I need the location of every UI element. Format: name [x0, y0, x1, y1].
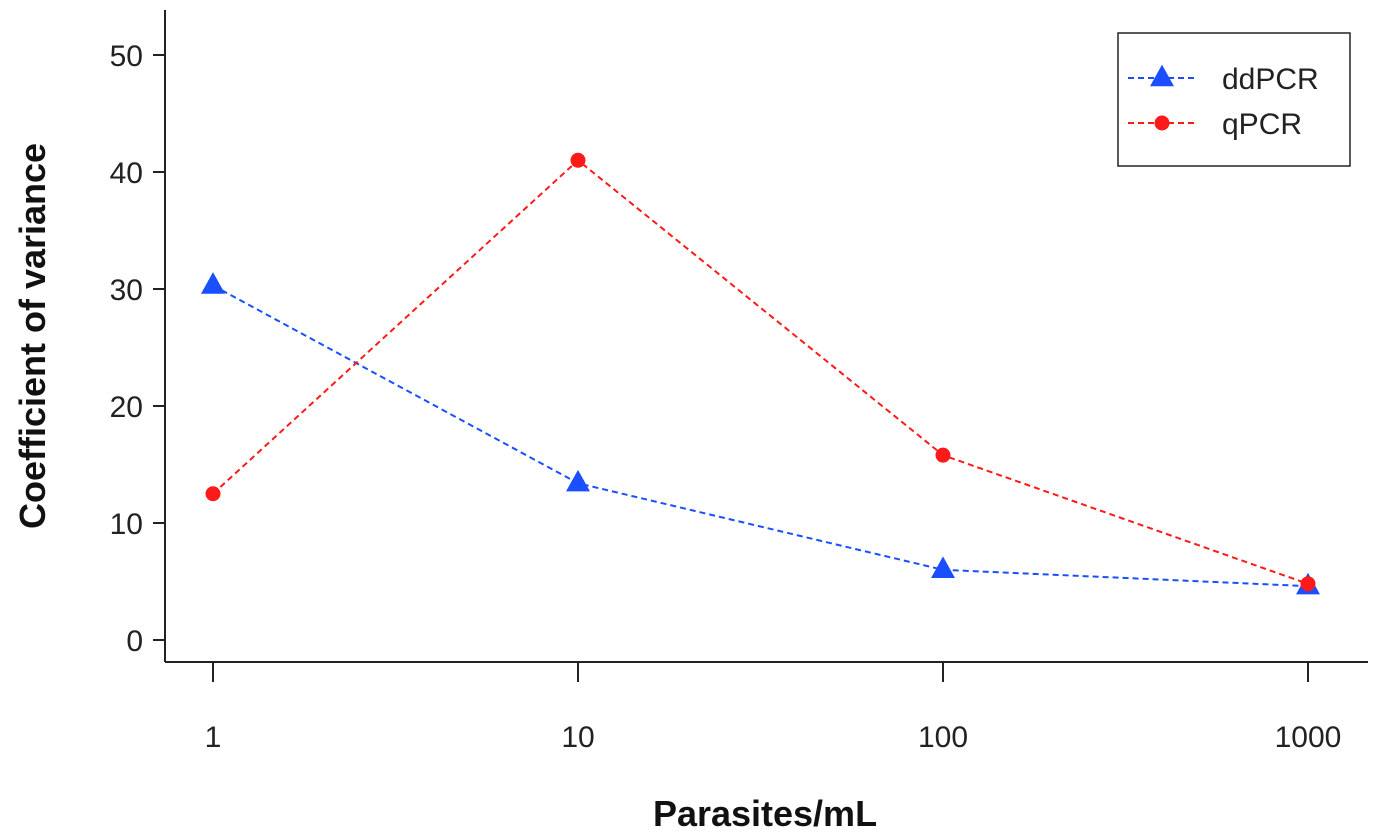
y-tick-label: 50: [110, 40, 143, 73]
x-tick-label: 100: [918, 721, 968, 754]
legend-label-ddpcr: ddPCR: [1222, 63, 1319, 96]
x-axis-ticks: 1 10 100 1000: [205, 662, 1342, 754]
x-axis-title: Parasites/mL: [653, 793, 877, 830]
legend-marker-ddpcr-triangle-marker: [1150, 64, 1174, 87]
series-ddpcr: [201, 272, 1320, 595]
y-axis-title: Coefficient of variance: [12, 143, 53, 529]
y-tick-label: 10: [110, 508, 143, 541]
data-point-qpcr-circle-marker: [935, 447, 951, 463]
axes: [164, 10, 1368, 663]
series-group: [201, 152, 1320, 595]
legend-label-qpcr: qPCR: [1222, 108, 1302, 141]
series-line-ddpcr: [212, 284, 1309, 588]
legend-box: [1117, 32, 1351, 167]
legend-item-qpcr: qPCR: [1128, 108, 1302, 141]
y-tick-label: 0: [126, 625, 143, 658]
data-point-qpcr-circle-marker: [570, 152, 586, 168]
data-point-qpcr-circle-marker: [1300, 576, 1316, 592]
data-point-ddpcr-triangle-marker: [566, 469, 590, 492]
legend-marker-qpcr-circle-marker: [1154, 115, 1170, 131]
x-tick-label: 1: [205, 721, 222, 754]
x-tick-label: 1000: [1275, 721, 1342, 754]
x-tick-label: 10: [561, 721, 594, 754]
series-qpcr: [205, 152, 1316, 592]
legend-item-ddpcr: ddPCR: [1128, 63, 1319, 96]
data-point-ddpcr-triangle-marker: [201, 272, 225, 294]
y-tick-label: 40: [110, 157, 143, 190]
y-tick-label: 30: [110, 274, 143, 307]
series-line-qpcr: [212, 158, 1309, 585]
y-axis-ticks: 0 10 20 30 40 50: [110, 40, 165, 658]
y-tick-label: 20: [110, 391, 143, 424]
legend: ddPCR qPCR: [1117, 32, 1351, 167]
data-point-qpcr-circle-marker: [205, 486, 221, 502]
data-point-ddpcr-triangle-marker: [931, 556, 955, 579]
